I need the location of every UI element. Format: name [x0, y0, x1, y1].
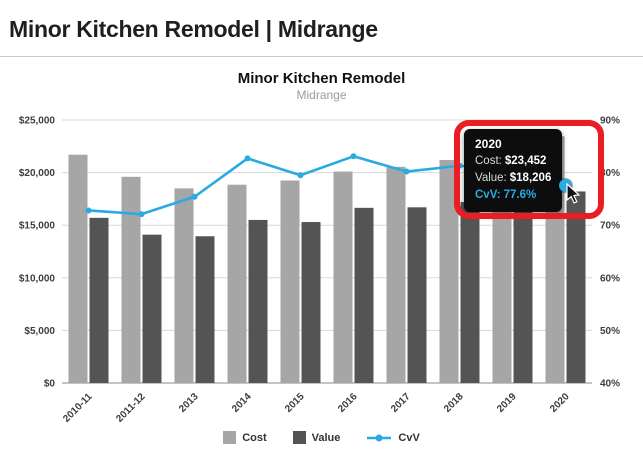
- left-axis-tick-label: $20,000: [19, 168, 56, 179]
- chart-title: Minor Kitchen Remodel: [237, 70, 406, 87]
- legend-swatch-value: [292, 431, 306, 444]
- cost-bar[interactable]: [227, 184, 247, 383]
- x-axis-tick-label: 2010-11: [61, 391, 95, 425]
- cost-bar[interactable]: [280, 180, 300, 383]
- cvv-point[interactable]: [297, 172, 304, 179]
- left-axis-tick-label: $25,000: [19, 116, 56, 127]
- cost-bar[interactable]: [439, 159, 459, 383]
- cvv-point[interactable]: [403, 168, 410, 175]
- x-axis-tick-label: 2017: [389, 391, 413, 415]
- mouse-cursor-icon: [566, 183, 581, 204]
- cost-bar[interactable]: [68, 154, 88, 383]
- chart-plot: $0 $5,000 $10,000 $15,000 $20,000 $25,000 40% 5…: [19, 116, 620, 425]
- right-axis-tick-label: 90%: [600, 116, 620, 127]
- x-axis-tick-label: 2014: [230, 391, 254, 415]
- x-axis-tick-label: 2013: [177, 391, 201, 415]
- value-bar[interactable]: [301, 222, 321, 383]
- x-axis-tick-label: 2019: [495, 391, 519, 415]
- cost-bar[interactable]: [333, 171, 353, 383]
- value-bar[interactable]: [407, 207, 427, 383]
- x-axis-tick-label: 2015: [283, 391, 307, 415]
- chart-tooltip: 2020 Cost: $23,452 Value: $18,206 CvV: 77.6…: [464, 129, 563, 212]
- tooltip-year: 2020: [475, 137, 502, 151]
- right-axis-tick-label: 80%: [600, 168, 620, 179]
- value-bar[interactable]: [142, 234, 162, 383]
- x-axis-tick-label: 2016: [336, 391, 360, 415]
- cvv-point[interactable]: [85, 207, 92, 214]
- cvv-point[interactable]: [138, 211, 145, 218]
- tooltip-cvv-value: 77.6%: [503, 189, 537, 201]
- value-bar[interactable]: [513, 192, 533, 383]
- tooltip-cost-label: Cost:: [475, 155, 502, 167]
- value-bar[interactable]: [195, 236, 215, 383]
- right-axis-tick-label: 50%: [600, 326, 620, 337]
- cvv-point[interactable]: [350, 153, 357, 160]
- chart-subtitle: Midrange: [296, 88, 347, 102]
- value-bar[interactable]: [89, 217, 109, 383]
- x-axis-tick-label: 2020: [548, 391, 572, 415]
- tooltip-row-cvv: CvV: 77.6%: [475, 187, 551, 204]
- value-bar[interactable]: [248, 219, 268, 383]
- value-bar[interactable]: [354, 207, 374, 383]
- value-bar[interactable]: [460, 202, 480, 383]
- right-axis-tick-label: 40%: [600, 379, 620, 390]
- cost-bar[interactable]: [174, 188, 194, 383]
- legend-label-value: Value: [311, 431, 341, 444]
- right-axis-tick-label: 60%: [600, 273, 620, 284]
- cost-bar[interactable]: [121, 176, 141, 383]
- cost-bar[interactable]: [386, 166, 406, 383]
- left-axis-tick-label: $15,000: [19, 221, 56, 232]
- tooltip-cost-value: $23,452: [504, 155, 547, 167]
- tooltip-row-cost: Cost: $23,452: [475, 153, 551, 170]
- left-axis-tick-label: $5,000: [24, 326, 55, 337]
- right-axis-tick-label: 70%: [600, 221, 620, 232]
- cvv-point[interactable]: [244, 155, 251, 162]
- left-axis-tick-label: $0: [44, 379, 56, 390]
- page-title: Minor Kitchen Remodel | Midrange: [9, 16, 378, 42]
- legend-item-cvv[interactable]: CvV: [366, 431, 420, 444]
- legend-line-icon: [367, 434, 392, 441]
- cvv-point[interactable]: [456, 162, 463, 169]
- value-bar[interactable]: [566, 191, 586, 383]
- x-axis-tick-label: 2018: [442, 391, 466, 415]
- tooltip-row-value: Value: $18,206: [475, 170, 551, 187]
- x-axis-tick-label: 2011-12: [114, 391, 148, 425]
- chart-legend: Cost Value CvV: [0, 431, 643, 444]
- legend-item-value[interactable]: Value: [292, 431, 341, 444]
- tooltip-cvv-label: CvV:: [475, 189, 501, 201]
- cvv-point[interactable]: [191, 193, 198, 200]
- legend-label-cost: Cost: [242, 431, 267, 444]
- tooltip-value-value: $18,206: [509, 172, 552, 184]
- left-axis-tick-label: $10,000: [19, 273, 56, 284]
- legend-swatch-cost: [223, 431, 237, 444]
- legend-item-cost[interactable]: Cost: [223, 431, 267, 444]
- tooltip-value-label: Value:: [475, 172, 507, 184]
- page-header: Minor Kitchen Remodel | Midrange: [0, 0, 643, 57]
- legend-label-cvv: CvV: [398, 431, 420, 444]
